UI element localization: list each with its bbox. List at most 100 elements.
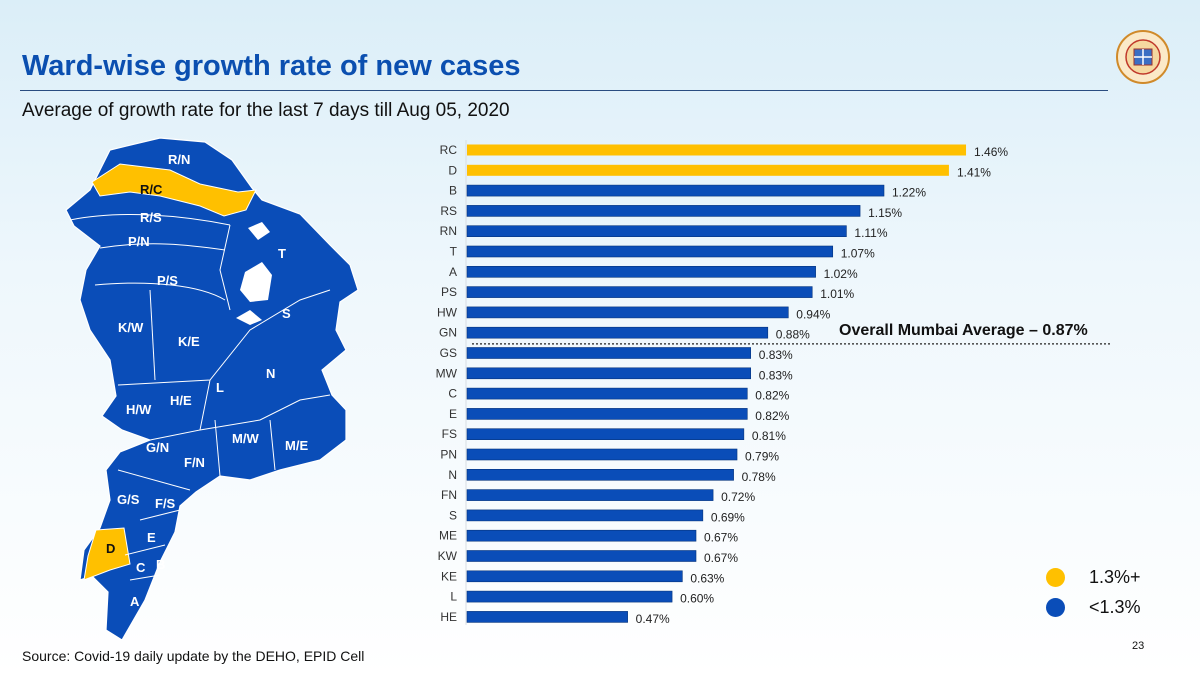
bar [466,590,673,603]
value-label: 1.46% [974,145,1008,159]
value-label: 1.41% [957,165,991,179]
category-label: HW [437,305,458,319]
value-label: 0.79% [745,450,779,464]
map-label: D [106,541,115,556]
category-label: GN [439,326,457,340]
bar [466,306,789,319]
bar [466,550,697,562]
map-label: A [130,594,140,609]
bar [466,570,683,583]
lake-icon [236,310,262,325]
value-label: 0.72% [721,490,755,504]
map-label: P/N [128,234,150,249]
category-label: A [449,265,457,279]
map-label: K/E [178,334,200,349]
category-label: FN [441,488,457,502]
category-label: L [450,590,457,604]
map-label: F/N [184,455,205,470]
category-label: PN [440,448,457,462]
page-number: 23 [1132,640,1145,652]
bar [466,387,748,400]
map-label: E [147,530,156,545]
map-label: R/S [140,210,162,225]
category-label: PS [441,285,457,299]
bar [466,245,834,258]
value-label: 0.78% [742,470,776,484]
map-label: T [278,246,286,261]
bar [466,205,861,217]
value-label: 0.94% [796,307,830,321]
lake-icon [248,222,270,240]
category-label: ME [439,529,457,543]
map-label: R/C [140,182,163,197]
bar [466,468,734,481]
bar [467,144,967,156]
category-label: RC [440,143,458,157]
map-label: M/W [232,431,259,446]
map-label: S [282,306,291,321]
value-label: 0.60% [680,592,714,606]
value-label: 1.02% [824,267,858,281]
category-label: E [449,407,457,421]
value-label: 0.67% [704,551,738,565]
value-label: 1.22% [892,186,926,200]
category-label: GS [440,346,457,360]
category-label: RN [440,224,457,238]
category-label: T [450,245,458,259]
average-label: Overall Mumbai Average – 0.87% [839,322,1088,339]
category-label: MW [436,366,458,380]
category-label: B [449,184,457,198]
value-label: 1.01% [820,287,854,301]
value-label: 0.88% [776,328,810,342]
category-label: KE [441,569,457,583]
value-label: 0.69% [711,510,745,524]
ward-map: R/N R/C R/S P/N P/S T S K/W K/E N L H/E H/W M/W M/E G/N… [65,137,359,641]
title-divider [20,90,1108,91]
map-label: C [136,560,146,575]
value-label: 0.83% [759,368,793,382]
bar [467,164,949,176]
legend-label-low: <1.3% [1089,597,1141,617]
value-label: 0.81% [752,429,786,443]
legend-item-low: <1.3% [1046,597,1141,618]
bar [466,448,738,461]
bar [466,611,628,623]
ward-boundaries [69,214,331,581]
map-label: N [266,366,275,381]
value-label: 0.47% [636,612,670,626]
legend-dot-high [1046,568,1065,587]
map-label: K/W [118,320,144,335]
bar [466,286,813,298]
map-label: H/E [170,393,192,408]
category-label: KW [438,549,458,563]
legend-label-high: 1.3%+ [1089,567,1141,587]
subtitle: Average of growth rate for the last 7 da… [22,100,510,121]
bar [466,225,847,237]
map-label: P/S [157,273,178,288]
bar [466,367,751,380]
map-region-blue [65,137,359,641]
category-label: FS [442,427,457,441]
bar [466,347,751,359]
value-label: 1.11% [854,226,887,240]
map-label: G/S [117,492,140,507]
map-label: B [156,557,165,572]
map-label: L [216,380,224,395]
value-label: 1.15% [868,206,902,220]
map-label: G/N [146,440,169,455]
bar [466,489,714,501]
value-label: 0.82% [755,389,789,403]
lake-icon [240,262,272,302]
value-label: 1.07% [841,247,875,261]
legend-dot-low [1046,598,1065,617]
category-label: HE [440,610,457,624]
bar [466,509,704,522]
source-note: Source: Covid-19 daily update by the DEH… [22,648,365,664]
bar [466,529,697,542]
map-label: M/E [285,438,308,453]
value-label: 0.83% [759,348,793,362]
bar [466,326,769,339]
value-label: 0.63% [690,571,724,585]
category-label: D [448,163,457,177]
